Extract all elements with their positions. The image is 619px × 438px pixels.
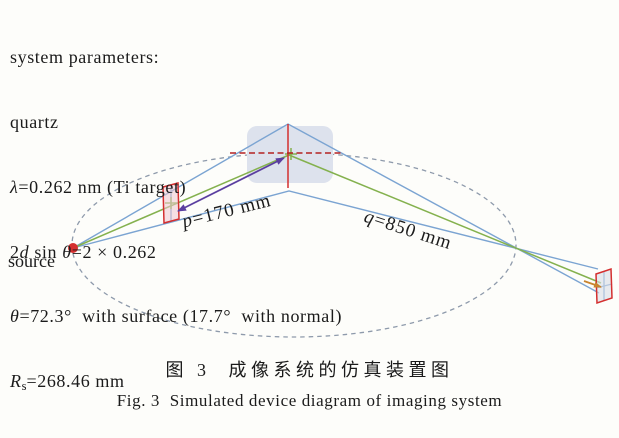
object-to-crystal-arrow: [177, 157, 285, 212]
param-line-angle: θ=72.3° with surface (17.7° with normal): [10, 306, 343, 327]
detector-element: [595, 267, 613, 305]
caption-chinese: 图 3 成像系统的仿真装置图: [165, 360, 454, 380]
param-line-wavelength: λ=0.262 nm (Ti target): [10, 176, 187, 197]
param-line-title: system parameters:: [10, 47, 160, 68]
source-label: source: [8, 251, 55, 271]
param-line-bragg: 2d sin θ=2 × 0.262: [10, 241, 157, 262]
caption-english: Fig. 3 Simulated device diagram of imagi…: [116, 391, 503, 410]
lower-blue-ray: [72, 190, 599, 270]
system-parameters-block: system parameters: quartz λ=0.262 nm (Ti…: [10, 4, 342, 438]
param-line-rs: Rs=268.46 mm: [10, 371, 125, 394]
image-arrow: [583, 280, 602, 288]
source-dot: [68, 243, 78, 253]
detector-frame: [595, 267, 613, 305]
param-line-material: quartz: [10, 111, 59, 132]
central-green-ray: [72, 154, 602, 284]
object-element: [162, 182, 180, 224]
object-frame: [162, 182, 180, 224]
